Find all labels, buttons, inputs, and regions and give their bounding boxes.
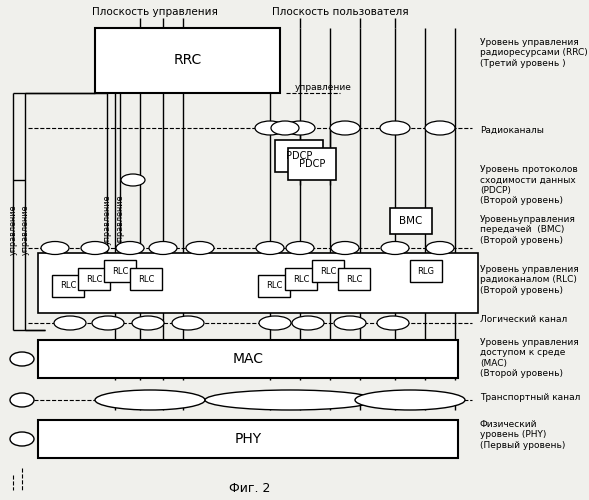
Text: PDCP: PDCP [286, 151, 312, 161]
Text: Физический
уровень (PHY)
(Первый уровень): Физический уровень (PHY) (Первый уровень… [480, 420, 565, 450]
Bar [52, 275, 84, 297]
Ellipse shape [41, 242, 69, 254]
Bar [38, 420, 458, 458]
Text: управление: управление [102, 194, 111, 245]
Bar [95, 28, 280, 93]
Text: RLC: RLC [346, 274, 362, 283]
Ellipse shape [255, 121, 285, 135]
Ellipse shape [172, 316, 204, 330]
Ellipse shape [334, 316, 366, 330]
Ellipse shape [271, 121, 299, 135]
Ellipse shape [331, 242, 359, 254]
Text: Транспортный канал: Транспортный канал [480, 394, 580, 402]
Text: Уровень управления
доступом к среде
(MAC)
(Второй уровень): Уровень управления доступом к среде (MAC… [480, 338, 579, 378]
Text: Радиоканалы: Радиоканалы [480, 126, 544, 134]
Text: RLC: RLC [86, 274, 102, 283]
Text: Фиг. 2: Фиг. 2 [229, 482, 271, 494]
Text: управление: управление [115, 194, 124, 245]
Ellipse shape [205, 390, 375, 410]
Ellipse shape [95, 390, 205, 410]
Ellipse shape [10, 432, 34, 446]
Bar [312, 260, 344, 282]
Ellipse shape [92, 316, 124, 330]
Text: Логический канал: Логический канал [480, 316, 567, 324]
Bar [38, 340, 458, 378]
Text: Уровень управления
радиоресурсами (RRC)
(Третий уровень ): Уровень управления радиоресурсами (RRC) … [480, 38, 588, 68]
Ellipse shape [355, 390, 465, 410]
Text: PDCP: PDCP [299, 159, 325, 169]
Text: Уровеньуправления
передачей  (BMC)
(Второй уровень): Уровеньуправления передачей (BMC) (Второ… [480, 215, 576, 245]
Ellipse shape [292, 316, 324, 330]
Text: управление: управление [21, 205, 29, 255]
Text: Уровень протоколов
сходимости данных
(PDCP)
(Второй уровень): Уровень протоколов сходимости данных (PD… [480, 165, 578, 205]
Ellipse shape [121, 174, 145, 186]
Ellipse shape [330, 121, 360, 135]
Ellipse shape [54, 316, 86, 330]
Ellipse shape [380, 121, 410, 135]
Ellipse shape [149, 242, 177, 254]
Ellipse shape [381, 242, 409, 254]
Ellipse shape [285, 121, 315, 135]
Bar [410, 260, 442, 282]
Text: PHY: PHY [234, 432, 262, 446]
Ellipse shape [256, 242, 284, 254]
Ellipse shape [116, 242, 144, 254]
Bar [285, 268, 317, 290]
Bar [288, 148, 336, 180]
Bar [38, 253, 478, 313]
Ellipse shape [286, 242, 314, 254]
Ellipse shape [132, 316, 164, 330]
Bar [104, 260, 136, 282]
Bar [258, 275, 290, 297]
Text: BMC: BMC [399, 216, 423, 226]
Text: RRC: RRC [173, 54, 201, 68]
Bar [130, 268, 162, 290]
Ellipse shape [10, 393, 34, 407]
Text: Плоскость управления: Плоскость управления [92, 7, 218, 17]
Bar [78, 268, 110, 290]
Text: Уровень управления
радиоканалом (RLC)
(Второй уровень): Уровень управления радиоканалом (RLC) (В… [480, 265, 579, 295]
Text: управление: управление [8, 205, 18, 255]
Bar [275, 140, 323, 172]
Ellipse shape [377, 316, 409, 330]
Text: RLC: RLC [320, 266, 336, 276]
Text: Плоскость пользователя: Плоскость пользователя [272, 7, 408, 17]
Ellipse shape [10, 352, 34, 366]
Text: RLC: RLC [266, 282, 282, 290]
Ellipse shape [259, 316, 291, 330]
Text: RLC: RLC [293, 274, 309, 283]
Text: MAC: MAC [233, 352, 263, 366]
Ellipse shape [81, 242, 109, 254]
Ellipse shape [186, 242, 214, 254]
Text: RLC: RLC [112, 266, 128, 276]
Text: RLG: RLG [418, 266, 435, 276]
Bar [390, 208, 432, 234]
Text: управление: управление [295, 84, 352, 92]
Text: RLC: RLC [138, 274, 154, 283]
Ellipse shape [425, 121, 455, 135]
Bar [338, 268, 370, 290]
Text: RLC: RLC [60, 282, 76, 290]
Ellipse shape [426, 242, 454, 254]
